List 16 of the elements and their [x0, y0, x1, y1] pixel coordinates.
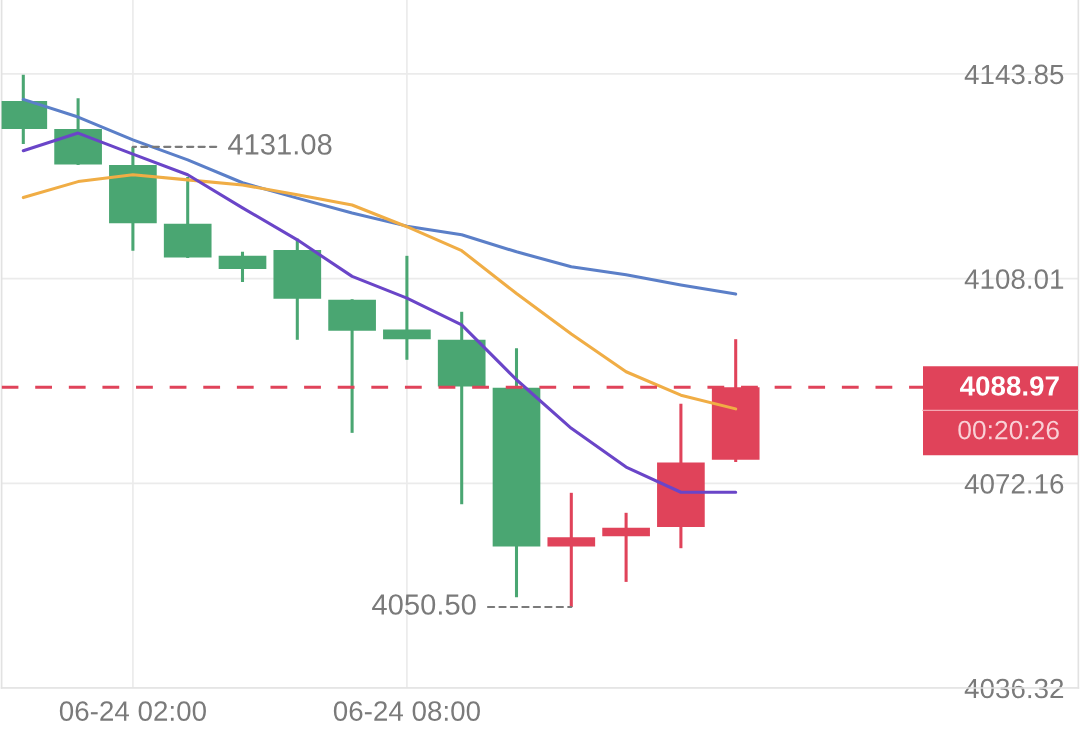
annotation: 4050.50 [372, 594, 476, 615]
candlestick [383, 254, 431, 360]
annotation: 4131.08 [228, 134, 332, 155]
x-tick-label: 06-24 02:00 [59, 701, 206, 721]
line-series [21, 173, 738, 411]
y-tick-label: 4143.85 [964, 64, 1064, 85]
text: 00:20:26 [958, 420, 1059, 440]
y-tick-label: 4036.32 [964, 678, 1064, 699]
ref-line-label: 4088.97 [960, 376, 1059, 396]
y-tick-label: 4072.16 [964, 474, 1064, 494]
x-tick-label: 06-24 08:00 [333, 701, 480, 721]
line-series [21, 97, 738, 296]
candlestick [547, 491, 596, 608]
y-tick-label: 4108.01 [964, 269, 1064, 289]
candlestick [602, 511, 650, 582]
line-series [21, 131, 738, 494]
